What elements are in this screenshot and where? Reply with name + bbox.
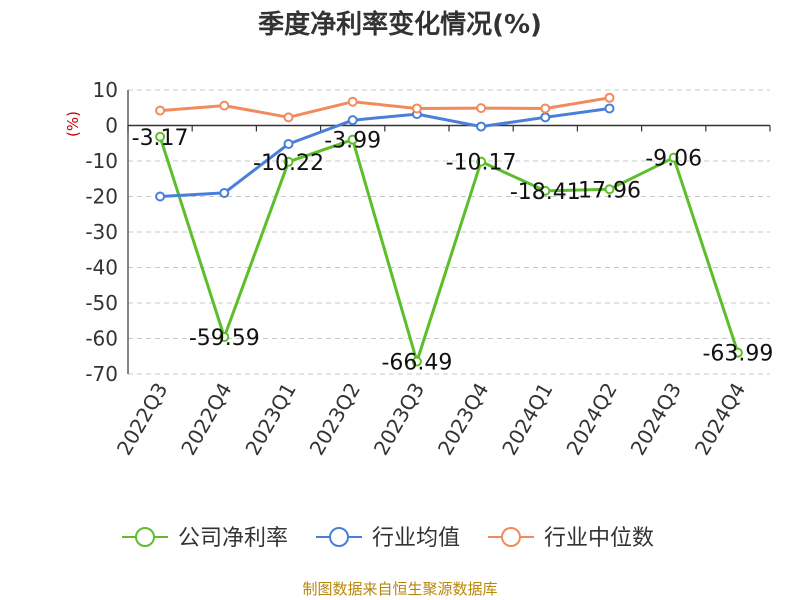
y-tick-label: -70: [85, 362, 118, 386]
x-tick-label: 2024Q1: [497, 379, 557, 460]
data-point[interactable]: [540, 112, 551, 123]
data-point[interactable]: [668, 152, 679, 163]
data-label: -3.99: [324, 129, 381, 154]
data-point[interactable]: [540, 103, 551, 114]
data-point[interactable]: [283, 156, 294, 167]
legend-marker-icon: [135, 527, 155, 547]
data-label: -10.17: [446, 151, 517, 176]
data-label: -3.17: [132, 126, 189, 151]
y-tick-label: 10: [93, 78, 118, 102]
data-label: -10.22: [253, 151, 324, 176]
legend-label: 行业均值: [372, 526, 460, 551]
chart-title: 季度净利率变化情况(%): [258, 9, 542, 40]
x-tick-label: 2022Q4: [176, 379, 236, 460]
data-point[interactable]: [604, 103, 615, 114]
data-point[interactable]: [155, 191, 166, 202]
data-point[interactable]: [155, 131, 166, 142]
data-point[interactable]: [411, 356, 422, 367]
data-point[interactable]: [347, 134, 358, 145]
x-tick-label: 2024Q4: [690, 379, 750, 460]
data-point[interactable]: [283, 112, 294, 123]
y-tick-label: -10: [85, 149, 118, 173]
legend-label: 行业中位数: [544, 526, 654, 551]
x-tick-label: 2024Q3: [626, 379, 686, 460]
x-tick-label: 2023Q2: [305, 379, 365, 460]
data-point[interactable]: [604, 184, 615, 195]
data-point[interactable]: [283, 138, 294, 149]
data-point[interactable]: [219, 187, 230, 198]
source-footer: 制图数据来自恒生聚源数据库: [302, 580, 497, 598]
data-point[interactable]: [476, 156, 487, 167]
data-labels: -3.17 -59.59 -10.22-3.99 -66.49 -10.17 -18.41…: [132, 126, 774, 376]
data-label: -63.99: [702, 342, 773, 367]
data-point[interactable]: [347, 96, 358, 107]
data-point[interactable]: [604, 92, 615, 103]
series-line-1: [160, 107, 610, 198]
y-tick-label: -20: [85, 185, 118, 209]
x-tick-label: 2024Q2: [561, 379, 621, 460]
data-point[interactable]: [219, 100, 230, 111]
data-label: -18.41: [510, 180, 581, 205]
data-point[interactable]: [476, 103, 487, 114]
data-point[interactable]: [347, 115, 358, 126]
data-point[interactable]: [540, 185, 551, 196]
data-point[interactable]: [732, 347, 743, 358]
legend-marker-icon: [501, 527, 521, 547]
x-tick-label: 2022Q3: [112, 379, 172, 460]
legend[interactable]: 公司净利率 行业均值 行业中位数: [122, 526, 654, 551]
grid-lines: [128, 89, 770, 375]
series-line-2: [159, 96, 610, 119]
y-tick-label: -50: [85, 291, 118, 315]
series-line-0: [158, 136, 740, 363]
data-label: 17.96: [578, 178, 641, 203]
x-tick-label: 2023Q3: [369, 379, 429, 460]
legend-item-1[interactable]: 行业均值: [316, 526, 460, 551]
legend-marker-icon: [329, 527, 349, 547]
x-tick-label: 2023Q4: [433, 379, 493, 460]
data-point[interactable]: [476, 121, 487, 132]
data-label: -9.06: [645, 147, 702, 172]
data-point[interactable]: [411, 103, 422, 114]
y-axis-unit-label: (%): [64, 111, 82, 137]
data-point[interactable]: [219, 332, 230, 343]
data-label: -66.49: [381, 351, 452, 376]
legend-item-2[interactable]: 行业中位数: [488, 526, 654, 551]
legend-item-0[interactable]: 公司净利率: [122, 526, 288, 551]
legend-label: 公司净利率: [178, 526, 288, 551]
data-point[interactable]: [155, 105, 166, 116]
series-lines: [155, 92, 743, 367]
y-tick-label: -60: [85, 327, 118, 351]
data-label: -59.59: [189, 326, 260, 351]
x-tick-label: 2023Q1: [240, 379, 300, 460]
y-tick-label: 0: [105, 114, 118, 138]
y-tick-label: -30: [85, 220, 118, 244]
y-tick-label: -40: [85, 256, 118, 280]
